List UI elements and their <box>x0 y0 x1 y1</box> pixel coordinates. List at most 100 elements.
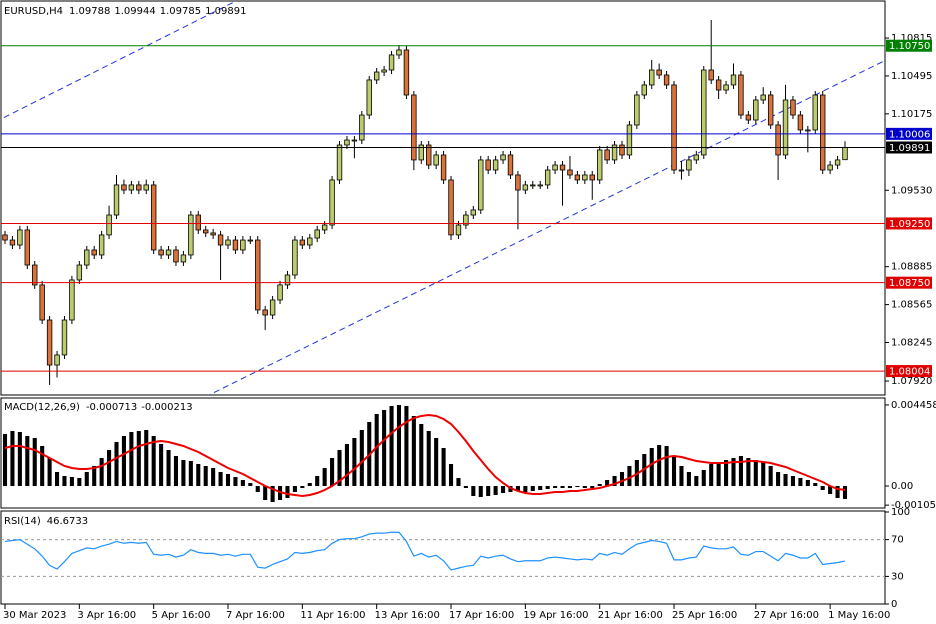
level-label-box <box>886 217 932 230</box>
candle-body <box>69 279 75 321</box>
macd-bar <box>731 458 736 486</box>
candle-body <box>17 229 23 246</box>
trend-line <box>1 1 238 120</box>
candle-body <box>426 144 432 166</box>
candle-body <box>210 232 216 236</box>
panel-header: RSI(14) 46.6733 <box>4 516 88 527</box>
candle-body <box>359 114 365 141</box>
y-tick-label: 1.10815 <box>891 33 932 44</box>
macd-bar <box>664 446 669 486</box>
macd-bar <box>716 462 721 486</box>
candle-body <box>143 184 149 191</box>
macd-bar <box>114 442 119 486</box>
macd-bar <box>92 466 97 486</box>
candle-body <box>537 184 543 187</box>
macd-bar <box>218 472 223 486</box>
y-tick-label: 30 <box>891 571 904 582</box>
macd-bar <box>463 486 468 488</box>
candle-body <box>626 124 633 156</box>
macd-bar <box>270 486 275 502</box>
candle-body <box>366 79 372 116</box>
candle-body <box>173 249 179 263</box>
candle-body <box>819 94 826 171</box>
level-label: 1.08004 <box>889 367 930 378</box>
macd-bar <box>285 486 290 498</box>
candle-body <box>730 74 737 86</box>
panel-title: MACD(12,26,9) <box>4 402 80 413</box>
y-tick-label: 1.08885 <box>891 262 932 273</box>
candle-body <box>128 184 135 191</box>
candle-body <box>39 284 45 321</box>
candle-body <box>292 239 298 276</box>
candle-body <box>336 144 343 181</box>
candle-body <box>232 239 239 251</box>
level-label-box <box>886 39 932 52</box>
macd-bar <box>107 450 112 486</box>
candle-body <box>76 264 83 281</box>
level-label-box <box>886 276 932 289</box>
candle-body <box>678 169 685 172</box>
header-value: -0.000713 <box>86 402 137 413</box>
macd-bar <box>40 446 45 486</box>
candle-body <box>634 94 640 126</box>
macd-bar <box>10 431 15 486</box>
candle-body <box>760 94 766 101</box>
macd-bar <box>292 486 297 492</box>
macd-bar <box>411 416 416 486</box>
candle-body <box>515 174 521 191</box>
header-value: -0.000213 <box>141 402 192 413</box>
candle-body <box>91 249 97 256</box>
macd-bar <box>694 476 699 486</box>
macd-bar <box>768 466 773 486</box>
macd-bar <box>627 466 632 486</box>
candle-body <box>403 49 410 96</box>
macd-bar <box>352 438 357 486</box>
candle-body <box>165 249 172 256</box>
macd-bar <box>181 460 186 486</box>
candle-body <box>411 94 417 161</box>
candle-body <box>418 144 424 161</box>
x-tick-label: 17 Apr 16:00 <box>449 610 514 621</box>
candle-body <box>485 159 491 171</box>
macd-bar <box>99 458 104 486</box>
candle-body <box>559 164 566 171</box>
candle-body <box>321 224 328 231</box>
macd-bar <box>136 431 141 486</box>
macd-bar <box>344 444 349 486</box>
macd-bar <box>211 468 216 486</box>
candle-body <box>299 239 306 246</box>
candle-body <box>589 174 595 181</box>
macd-bar <box>77 478 82 486</box>
candle-body <box>195 214 201 231</box>
x-tick-label: 11 Apr 16:00 <box>300 610 365 621</box>
candle-body <box>552 164 558 171</box>
candle-body <box>203 229 209 234</box>
candle-body <box>262 309 268 316</box>
macd-bar <box>612 476 617 486</box>
candle-body <box>701 69 707 156</box>
level-label: 1.10006 <box>889 129 930 140</box>
candle-body <box>106 214 112 236</box>
macd-signal-line <box>4 413 846 498</box>
macd-bar <box>129 432 134 486</box>
candle-body <box>113 184 120 216</box>
macd-bar <box>196 464 201 486</box>
macd-bar <box>248 483 253 486</box>
candle-body <box>827 164 833 171</box>
x-tick-label: 1 May 16:00 <box>828 610 890 621</box>
y-tick-label: 1.08565 <box>891 300 932 311</box>
macd-bar <box>441 448 446 486</box>
macd-bar <box>456 478 461 486</box>
macd-bar <box>382 410 387 486</box>
macd-bar <box>738 456 743 486</box>
macd-bar <box>396 405 402 486</box>
macd-bar <box>842 486 848 499</box>
macd-bar <box>300 486 305 488</box>
candle-body <box>373 71 380 81</box>
macd-bar <box>84 472 89 486</box>
macd-bar <box>679 466 684 486</box>
macd-bar <box>501 486 506 493</box>
macd-bar <box>575 486 580 487</box>
macd-bar <box>434 438 439 486</box>
